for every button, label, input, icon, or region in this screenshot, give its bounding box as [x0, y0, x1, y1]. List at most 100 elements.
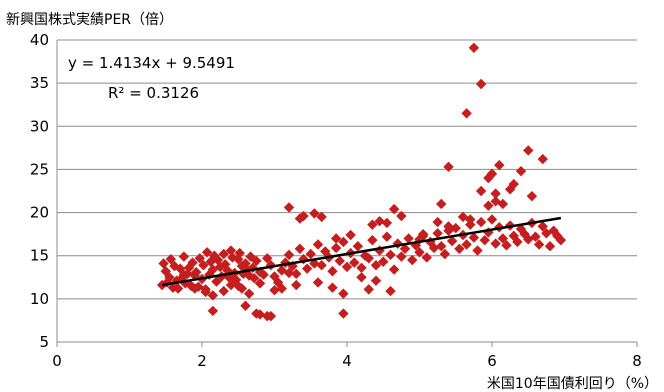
- data-point: [367, 219, 378, 230]
- data-point: [338, 236, 349, 248]
- data-point: [178, 251, 190, 262]
- data-point: [403, 233, 414, 244]
- data-point: [497, 233, 509, 244]
- y-tick-label: 30: [30, 117, 49, 135]
- data-point: [189, 283, 200, 294]
- data-point: [374, 216, 385, 227]
- data-point: [312, 239, 324, 250]
- data-point: [483, 200, 494, 211]
- data-point: [443, 161, 454, 173]
- data-point: [432, 228, 443, 239]
- data-point: [254, 278, 266, 289]
- data-point: [312, 277, 324, 288]
- y-tick-label: 10: [30, 290, 49, 308]
- data-point: [475, 78, 487, 90]
- data-point: [198, 260, 209, 271]
- data-point: [187, 257, 198, 268]
- data-point: [265, 310, 277, 322]
- data-point: [211, 276, 222, 287]
- x-tick-label: 8: [632, 352, 642, 370]
- data-point: [341, 261, 353, 273]
- axes: [56, 40, 638, 347]
- data-point: [544, 241, 556, 252]
- data-point: [439, 248, 451, 260]
- data-point: [396, 210, 407, 222]
- x-tick-label: 0: [52, 352, 62, 370]
- data-point: [222, 265, 233, 276]
- data-point: [417, 228, 429, 240]
- data-point: [243, 270, 255, 281]
- data-point: [316, 211, 327, 223]
- data-point: [501, 240, 512, 251]
- data-point: [201, 247, 213, 258]
- data-point: [523, 145, 534, 156]
- data-point: [234, 247, 245, 259]
- data-point: [421, 252, 432, 263]
- data-point: [327, 282, 338, 293]
- y-tick-label: 35: [30, 74, 49, 92]
- x-axis-title: 米国10年国債利回り（%）: [487, 376, 658, 392]
- data-point: [363, 284, 374, 295]
- regression-equation: y = 1.4134x + 9.5491: [68, 54, 235, 72]
- data-point: [240, 300, 251, 311]
- data-point: [251, 255, 262, 267]
- data-point: [414, 247, 425, 258]
- data-point: [214, 261, 226, 273]
- y-tick-label: 40: [30, 31, 49, 49]
- data-point: [432, 216, 443, 228]
- data-point: [468, 42, 480, 53]
- data-point: [374, 245, 385, 256]
- data-point: [194, 253, 206, 264]
- data-point: [490, 238, 501, 249]
- data-point: [165, 253, 177, 265]
- data-point: [200, 286, 211, 298]
- data-point: [479, 234, 490, 246]
- data-point: [185, 280, 197, 292]
- data-point: [457, 211, 469, 223]
- tick-labels: 5 10 15 20 25 30 35 40 0 2 4 6 8: [30, 31, 642, 370]
- data-point: [276, 283, 287, 294]
- data-point: [450, 222, 461, 234]
- data-point: [191, 266, 202, 278]
- x-tick-label: 2: [197, 352, 207, 370]
- data-point: [465, 214, 476, 225]
- data-point: [207, 305, 219, 317]
- y-tick-label: 25: [30, 160, 49, 178]
- data-point: [472, 245, 483, 256]
- data-point: [425, 236, 436, 248]
- data-points: [156, 42, 567, 322]
- data-point: [327, 266, 338, 277]
- data-point: [446, 235, 458, 247]
- data-point: [172, 283, 184, 294]
- data-point: [283, 202, 295, 213]
- data-point: [461, 239, 472, 250]
- data-point: [225, 279, 237, 291]
- data-point: [428, 242, 440, 254]
- data-point: [345, 229, 356, 241]
- data-point: [475, 216, 487, 228]
- data-point: [233, 253, 244, 265]
- data-point: [399, 243, 411, 255]
- data-point: [243, 288, 255, 299]
- data-point: [363, 253, 374, 264]
- data-point: [436, 198, 447, 210]
- y-tick-label: 15: [30, 247, 49, 265]
- data-point: [490, 188, 501, 199]
- data-point: [396, 251, 407, 262]
- data-point: [330, 242, 342, 254]
- data-point: [436, 241, 447, 252]
- data-point: [283, 249, 295, 261]
- grid-lines: [57, 39, 637, 300]
- data-point: [468, 232, 480, 243]
- data-point: [338, 308, 349, 319]
- data-point: [356, 262, 367, 273]
- data-point: [305, 248, 316, 260]
- data-point: [370, 260, 382, 271]
- data-point: [338, 288, 349, 299]
- data-point: [475, 185, 487, 197]
- data-point: [236, 260, 248, 272]
- data-point: [385, 285, 396, 297]
- x-tick-label: 4: [342, 352, 352, 370]
- x-tick-label: 6: [487, 352, 497, 370]
